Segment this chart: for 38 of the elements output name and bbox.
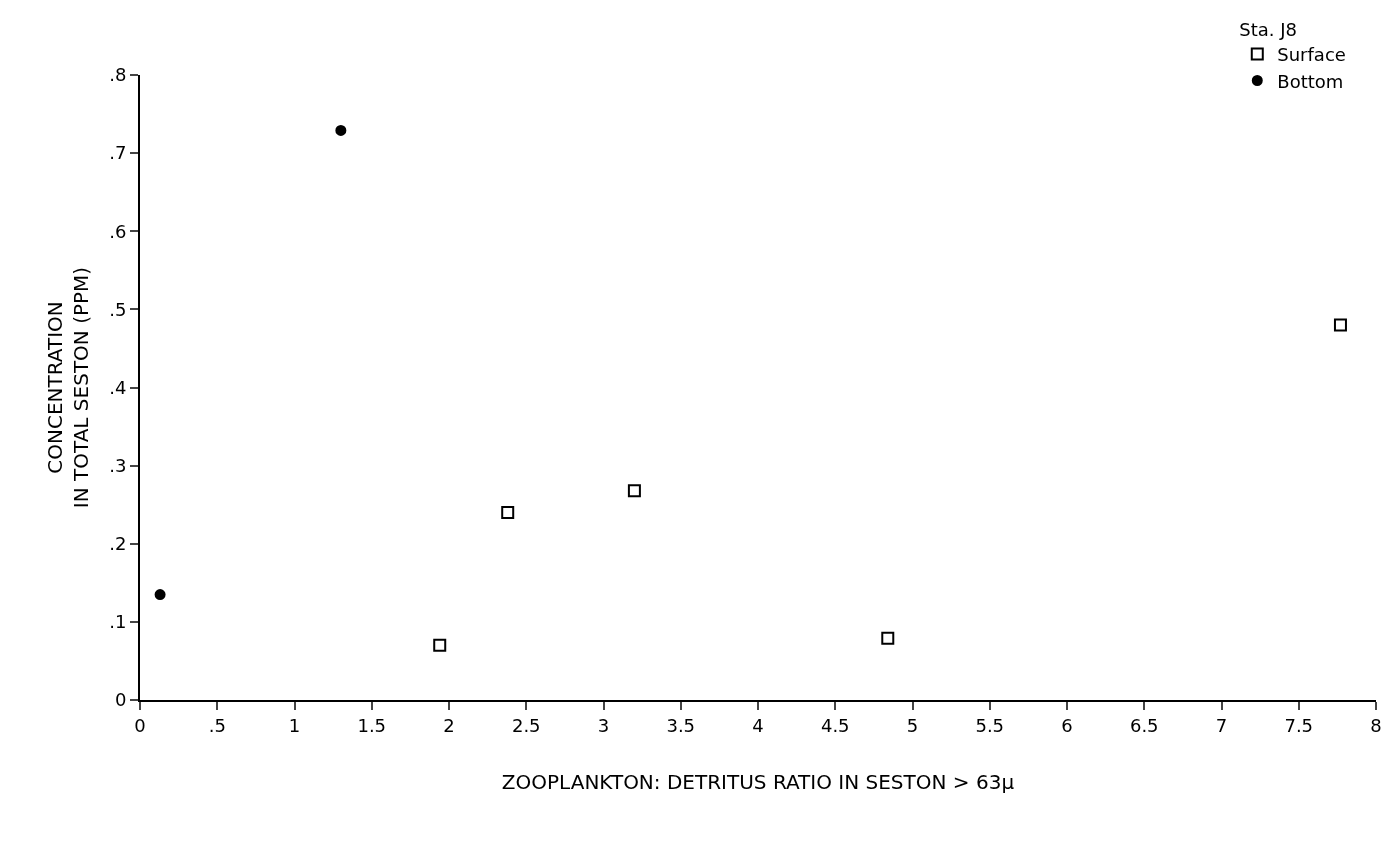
- x-tick-label: 1: [288, 714, 301, 736]
- y-tick-label: .4: [109, 376, 127, 398]
- legend-title: Sta. J8: [1239, 18, 1297, 40]
- point: [501, 506, 515, 519]
- x-tick-label: 6: [1061, 714, 1073, 736]
- point: [627, 484, 641, 498]
- y-tick-label: .7: [109, 142, 127, 164]
- x-tick-label: 7: [1215, 714, 1228, 736]
- y-axis-title: CONCENTRATION IN TOTAL SESTON (PPM): [43, 266, 94, 509]
- x-tick-label: 3: [597, 714, 610, 736]
- y-tick-label: .6: [109, 220, 127, 242]
- y-tick-label: .1: [109, 611, 127, 633]
- x-tick-label: 2: [443, 714, 455, 736]
- y-tick-label: .5: [109, 298, 127, 320]
- x-tick-label: 0: [134, 714, 146, 736]
- x-tick-label: 4: [752, 714, 764, 736]
- point: [1333, 318, 1347, 332]
- point: [433, 638, 447, 652]
- y-tick-label: 0: [114, 689, 127, 711]
- x-tick-label: 6.5: [1129, 714, 1159, 736]
- x-tick-label: 7.5: [1284, 714, 1314, 736]
- x-tick-label: 3.5: [666, 714, 696, 736]
- x-axis-title: ZOOPLANKTON: DETRITUS RATIO IN SESTON > 63μ: [501, 769, 1015, 794]
- x-tick-label: 1.5: [357, 714, 387, 736]
- y-tick-label: .2: [109, 533, 127, 555]
- x-tick-label: .5: [208, 714, 226, 736]
- legend-label: Surface: [1277, 44, 1346, 66]
- x-tick-label: 5: [906, 714, 919, 736]
- x-tick-label: 5.5: [975, 714, 1005, 736]
- point: [154, 589, 166, 601]
- y-tick-label: .3: [109, 454, 127, 476]
- x-tick-label: 2.5: [511, 714, 541, 736]
- x-tick-label: 8: [1370, 714, 1382, 736]
- point: [881, 631, 895, 645]
- y-tick-label: .8: [109, 64, 127, 86]
- legend-label: Bottom: [1277, 70, 1344, 92]
- x-tick-label: 4.5: [820, 714, 850, 736]
- point: [335, 124, 347, 136]
